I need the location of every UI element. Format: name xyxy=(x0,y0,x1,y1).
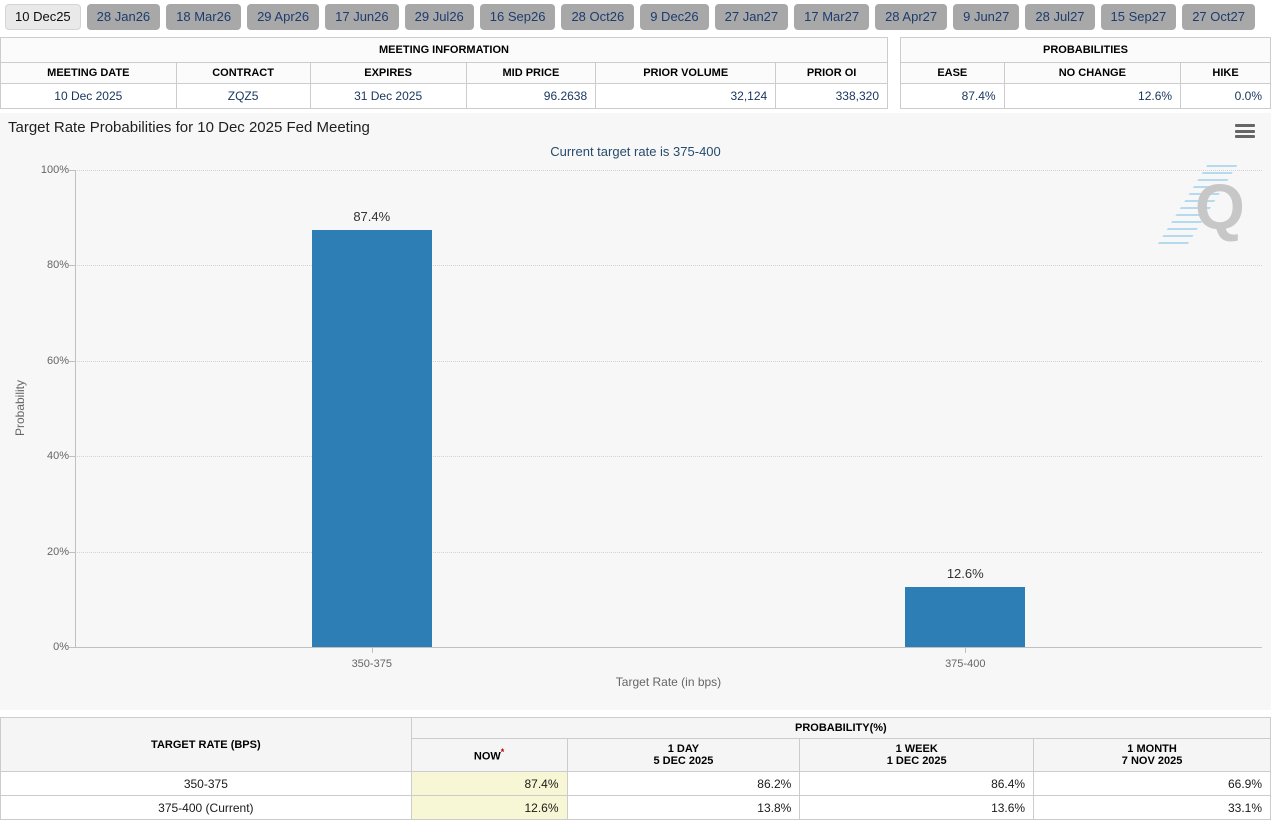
tab-16-sep26[interactable]: 16 Sep26 xyxy=(479,4,556,30)
summary-tables-row: MEETING INFORMATION MEETING DATE CONTRACT… xyxy=(0,37,1271,109)
history-row-375-400-current-: 375-400 (Current) 12.6% 13.8% 13.6% 33.1% xyxy=(0,795,1271,820)
y-tick-label-0: 0% xyxy=(53,641,69,653)
y-tick xyxy=(69,360,75,362)
meeting-info-col-prior-volume: PRIOR VOLUME xyxy=(595,62,777,84)
x-axis-title: Target Rate (in bps) xyxy=(615,675,722,689)
meeting-information-table: MEETING INFORMATION MEETING DATE CONTRACT… xyxy=(0,37,888,109)
bar-value-label-375-400: 12.6% xyxy=(946,565,984,581)
gridline-80 xyxy=(75,265,1262,267)
target-rate-probability-chart: Target Rate Probabilities for 10 Dec 202… xyxy=(0,113,1271,710)
meeting-info-value-contract: ZQZ5 xyxy=(175,83,311,109)
chart-subtitle: Current target rate is 375-400 xyxy=(550,144,721,159)
tab-28-jul27[interactable]: 28 Jul27 xyxy=(1025,4,1095,30)
meeting-date-tab-bar: 10 Dec25 28 Jan26 18 Mar26 29 Apr26 17 Jun26… xyxy=(0,0,1271,34)
meeting-info-col-prior-oi: PRIOR OI xyxy=(775,62,888,84)
x-tick xyxy=(371,647,373,653)
prob-summary-value-ease: 87.4% xyxy=(900,83,1005,109)
meeting-info-col-meeting-date: MEETING DATE xyxy=(0,62,177,84)
prob-summary-col-ease: EASE xyxy=(900,62,1005,84)
history-col-1-day: 1 DAY 5 DEC 2025 xyxy=(566,738,801,772)
gridline-60 xyxy=(75,360,1262,362)
probabilities-summary-table: PROBABILITIES EASE NO CHANGE HIKE 87.4% 12.… xyxy=(900,37,1271,109)
y-tick xyxy=(69,170,75,171)
tab-28-apr27[interactable]: 28 Apr27 xyxy=(875,4,948,30)
meeting-info-value-mid-price: 96.2638 xyxy=(465,83,597,109)
meeting-information-title: MEETING INFORMATION xyxy=(0,37,888,62)
history-cell-1-month: 33.1% xyxy=(1033,795,1271,820)
tab-17-mar27[interactable]: 17 Mar27 xyxy=(794,4,870,30)
y-tick-label-20: 20% xyxy=(46,545,69,558)
probabilities-summary-title: PROBABILITIES xyxy=(900,37,1271,62)
history-col-1-week: 1 WEEK 1 DEC 2025 xyxy=(799,738,1035,772)
y-tick xyxy=(69,265,75,267)
meeting-info-col-mid-price: MID PRICE xyxy=(465,62,597,84)
y-tick xyxy=(69,456,75,458)
history-row-label: 375-400 (Current) xyxy=(0,795,412,820)
chart-title: Target Rate Probabilities for 10 Dec 202… xyxy=(8,119,370,136)
meeting-information-row: 10 Dec 2025 ZQZ5 31 Dec 2025 96.2638 32,124 3… xyxy=(0,83,888,109)
history-row-label: 350-375 xyxy=(0,771,412,796)
meeting-info-col-contract: CONTRACT xyxy=(175,62,311,84)
prob-summary-value-hike: 0.0% xyxy=(1180,83,1271,109)
quikstrike-watermark: Q xyxy=(1154,165,1251,249)
tab-9-jun27[interactable]: 9 Jun27 xyxy=(953,4,1020,30)
probabilities-summary-row: 87.4% 12.6% 0.0% xyxy=(900,83,1271,109)
tab-29-jul26[interactable]: 29 Jul26 xyxy=(404,4,474,30)
y-tick xyxy=(69,551,75,553)
tab-9-dec26[interactable]: 9 Dec26 xyxy=(640,4,709,30)
bar-350-375[interactable] xyxy=(311,230,432,647)
tab-10-dec25[interactable]: 10 Dec25 xyxy=(5,4,81,30)
plot-area: 0% 20% 40% 60% 80% 100% 87.4% 350-375 12.6% 375-4… xyxy=(0,113,1271,710)
tab-28-jan26[interactable]: 28 Jan26 xyxy=(86,4,161,30)
tab-15-sep27[interactable]: 15 Sep27 xyxy=(1100,4,1177,30)
meeting-info-value-meeting-date: 10 Dec 2025 xyxy=(0,83,177,109)
history-group-header: PROBABILITY(%) xyxy=(410,717,1271,739)
tab-17-jun26[interactable]: 17 Jun26 xyxy=(325,4,399,30)
chart-context-menu-button[interactable] xyxy=(1235,123,1255,139)
tab-27-jan27[interactable]: 27 Jan27 xyxy=(714,4,789,30)
meeting-info-value-prior-oi: 338,320 xyxy=(775,83,888,109)
tab-29-apr26[interactable]: 29 Apr26 xyxy=(247,4,320,30)
tab-27-oct27[interactable]: 27 Oct27 xyxy=(1182,4,1255,30)
history-cell-1-month: 66.9% xyxy=(1033,771,1271,796)
history-row-350-375: 350-375 87.4% 86.2% 86.4% 66.9% xyxy=(0,771,1271,796)
gridline-100 xyxy=(75,170,1262,171)
x-category-label-350-375: 350-375 xyxy=(351,658,392,670)
bar-375-400[interactable] xyxy=(905,586,1026,647)
y-tick-label-40: 40% xyxy=(46,450,69,463)
tab-18-mar26[interactable]: 18 Mar26 xyxy=(166,4,242,30)
gridline-40 xyxy=(75,456,1262,458)
y-tick-label-100: 100% xyxy=(40,164,69,176)
history-cell-1-week: 86.4% xyxy=(799,771,1035,796)
x-category-label-375-400: 375-400 xyxy=(945,658,986,670)
meeting-info-value-expires: 31 Dec 2025 xyxy=(309,83,467,109)
history-cell-1-week: 13.6% xyxy=(799,795,1035,820)
prob-summary-value-no-change: 12.6% xyxy=(1003,83,1182,109)
probability-history-table: TARGET RATE (BPS) PROBABILITY(%) NOW* 1 D… xyxy=(0,717,1271,820)
prob-summary-col-no-change: NO CHANGE xyxy=(1003,62,1182,84)
history-cell-1-day: 13.8% xyxy=(566,795,801,820)
y-axis-line xyxy=(75,170,76,647)
history-cell-now: 87.4% xyxy=(410,771,568,796)
gridline-20 xyxy=(75,551,1262,553)
history-col-1-month: 1 MONTH 7 NOV 2025 xyxy=(1033,738,1271,772)
watermark-q-letter: Q xyxy=(1195,171,1245,243)
bar-value-label-350-375: 87.4% xyxy=(353,209,391,225)
tab-28-oct26[interactable]: 28 Oct26 xyxy=(561,4,635,30)
prob-summary-col-hike: HIKE xyxy=(1180,62,1271,84)
history-cell-1-day: 86.2% xyxy=(566,771,801,796)
x-tick xyxy=(965,647,967,653)
y-tick-label-60: 60% xyxy=(46,354,69,367)
x-axis-line xyxy=(75,647,1262,648)
hamburger-menu-icon xyxy=(1235,124,1255,127)
y-tick-label-80: 80% xyxy=(46,259,69,272)
y-tick xyxy=(69,647,75,648)
history-col-now: NOW* xyxy=(410,738,568,772)
meeting-info-value-prior-volume: 32,124 xyxy=(595,83,777,109)
history-row-header: TARGET RATE (BPS) xyxy=(0,717,412,772)
meeting-info-col-expires: EXPIRES xyxy=(309,62,467,84)
history-cell-now: 12.6% xyxy=(410,795,568,820)
